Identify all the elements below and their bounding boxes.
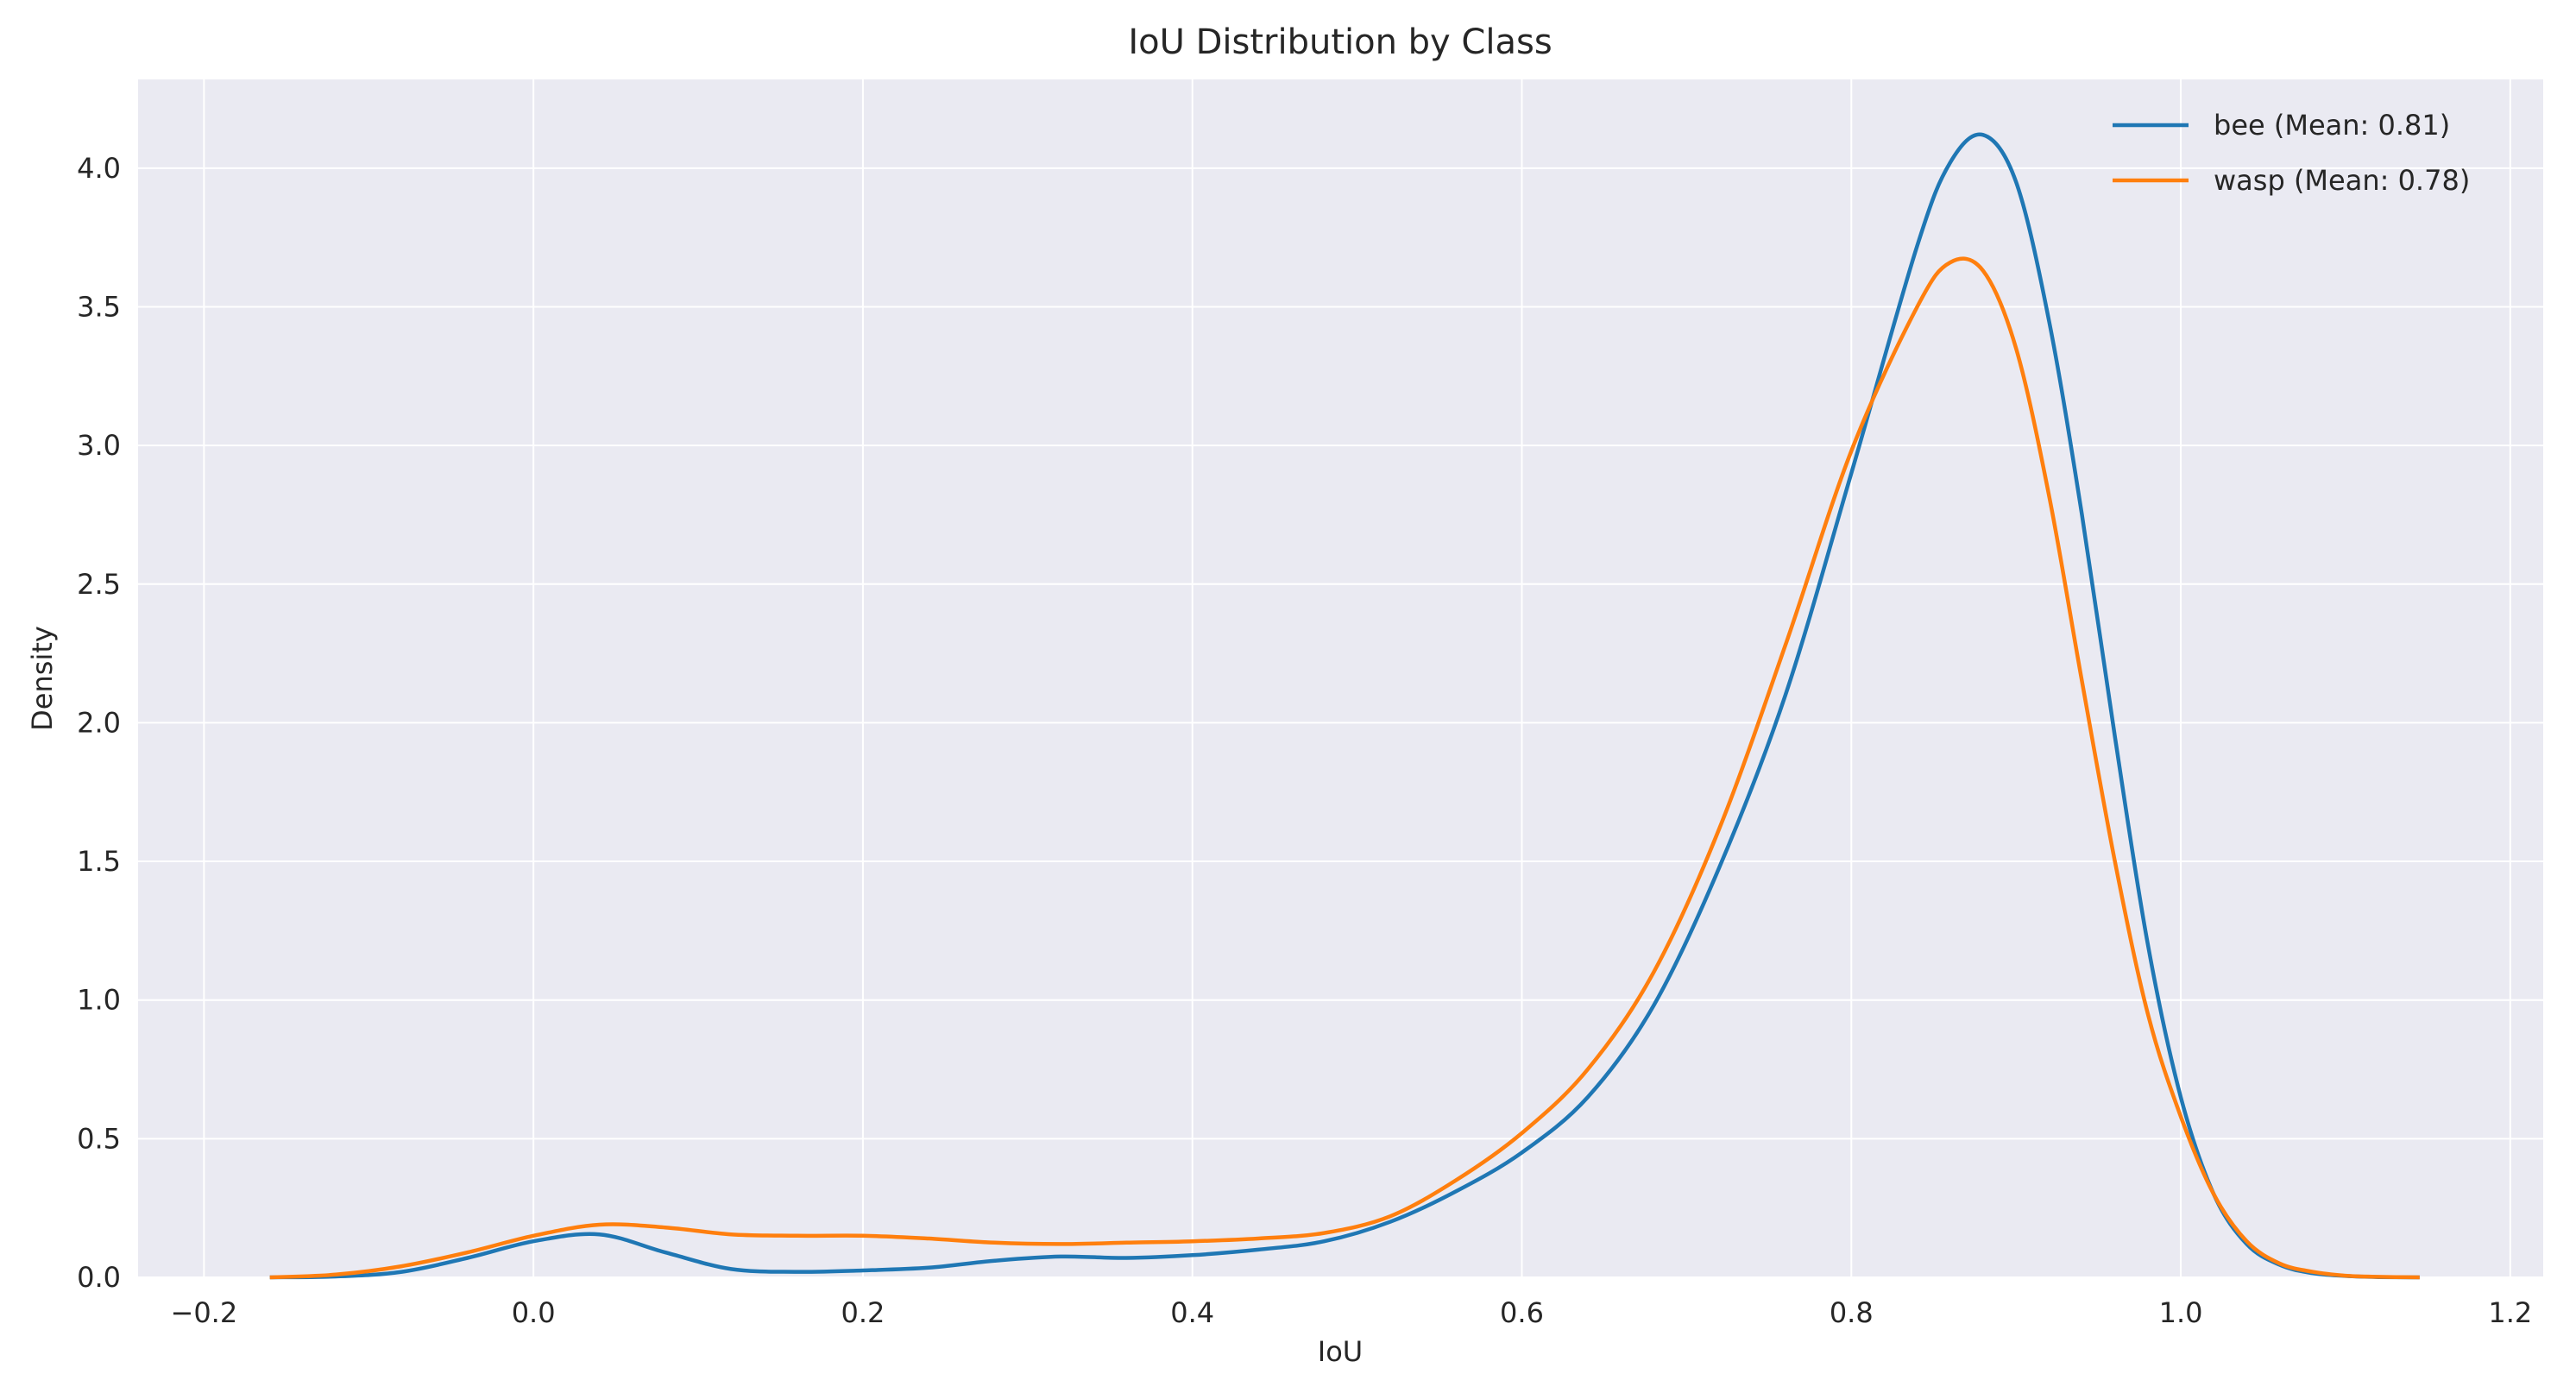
plot-background xyxy=(138,79,2543,1277)
y-tick-label: 4.0 xyxy=(77,152,121,185)
grid-lines xyxy=(138,79,2543,1278)
y-tick-label: 1.0 xyxy=(77,984,121,1017)
legend: bee (Mean: 0.81) wasp (Mean: 0.78) xyxy=(2113,109,2470,197)
x-tick-label: 0.6 xyxy=(1500,1296,1544,1329)
y-axis-ticks: 0.0 0.5 1.0 1.5 2.0 2.5 3.0 3.5 4.0 xyxy=(77,152,121,1294)
y-tick-label: 3.0 xyxy=(77,429,121,462)
x-tick-label: 0.0 xyxy=(512,1296,556,1329)
x-tick-label: 0.4 xyxy=(1170,1296,1214,1329)
x-tick-label: 0.8 xyxy=(1830,1296,1874,1329)
y-tick-label: 2.0 xyxy=(77,706,121,739)
y-axis-label: Density xyxy=(26,626,59,731)
x-tick-label: 1.0 xyxy=(2159,1296,2203,1329)
y-tick-label: 0.5 xyxy=(77,1122,121,1155)
x-tick-label: −0.2 xyxy=(171,1296,238,1329)
legend-label-1: bee (Mean: 0.81) xyxy=(2214,109,2450,142)
series-line-1 xyxy=(269,132,2420,1280)
y-tick-label: 2.5 xyxy=(77,568,121,601)
x-axis-label: IoU xyxy=(1318,1335,1363,1368)
y-tick-label: 1.5 xyxy=(77,845,121,878)
x-tick-label: 1.2 xyxy=(2488,1296,2532,1329)
x-tick-label: 0.2 xyxy=(841,1296,885,1329)
chart-title: IoU Distribution by Class xyxy=(1128,22,1552,62)
density-curves xyxy=(269,132,2420,1280)
x-axis-ticks: −0.2 0.0 0.2 0.4 0.6 0.8 1.0 1.2 xyxy=(171,1296,2533,1329)
series-line-2 xyxy=(269,256,2420,1280)
y-tick-label: 3.5 xyxy=(77,290,121,323)
y-tick-label: 0.0 xyxy=(77,1261,121,1294)
legend-label-2: wasp (Mean: 0.78) xyxy=(2214,164,2470,197)
